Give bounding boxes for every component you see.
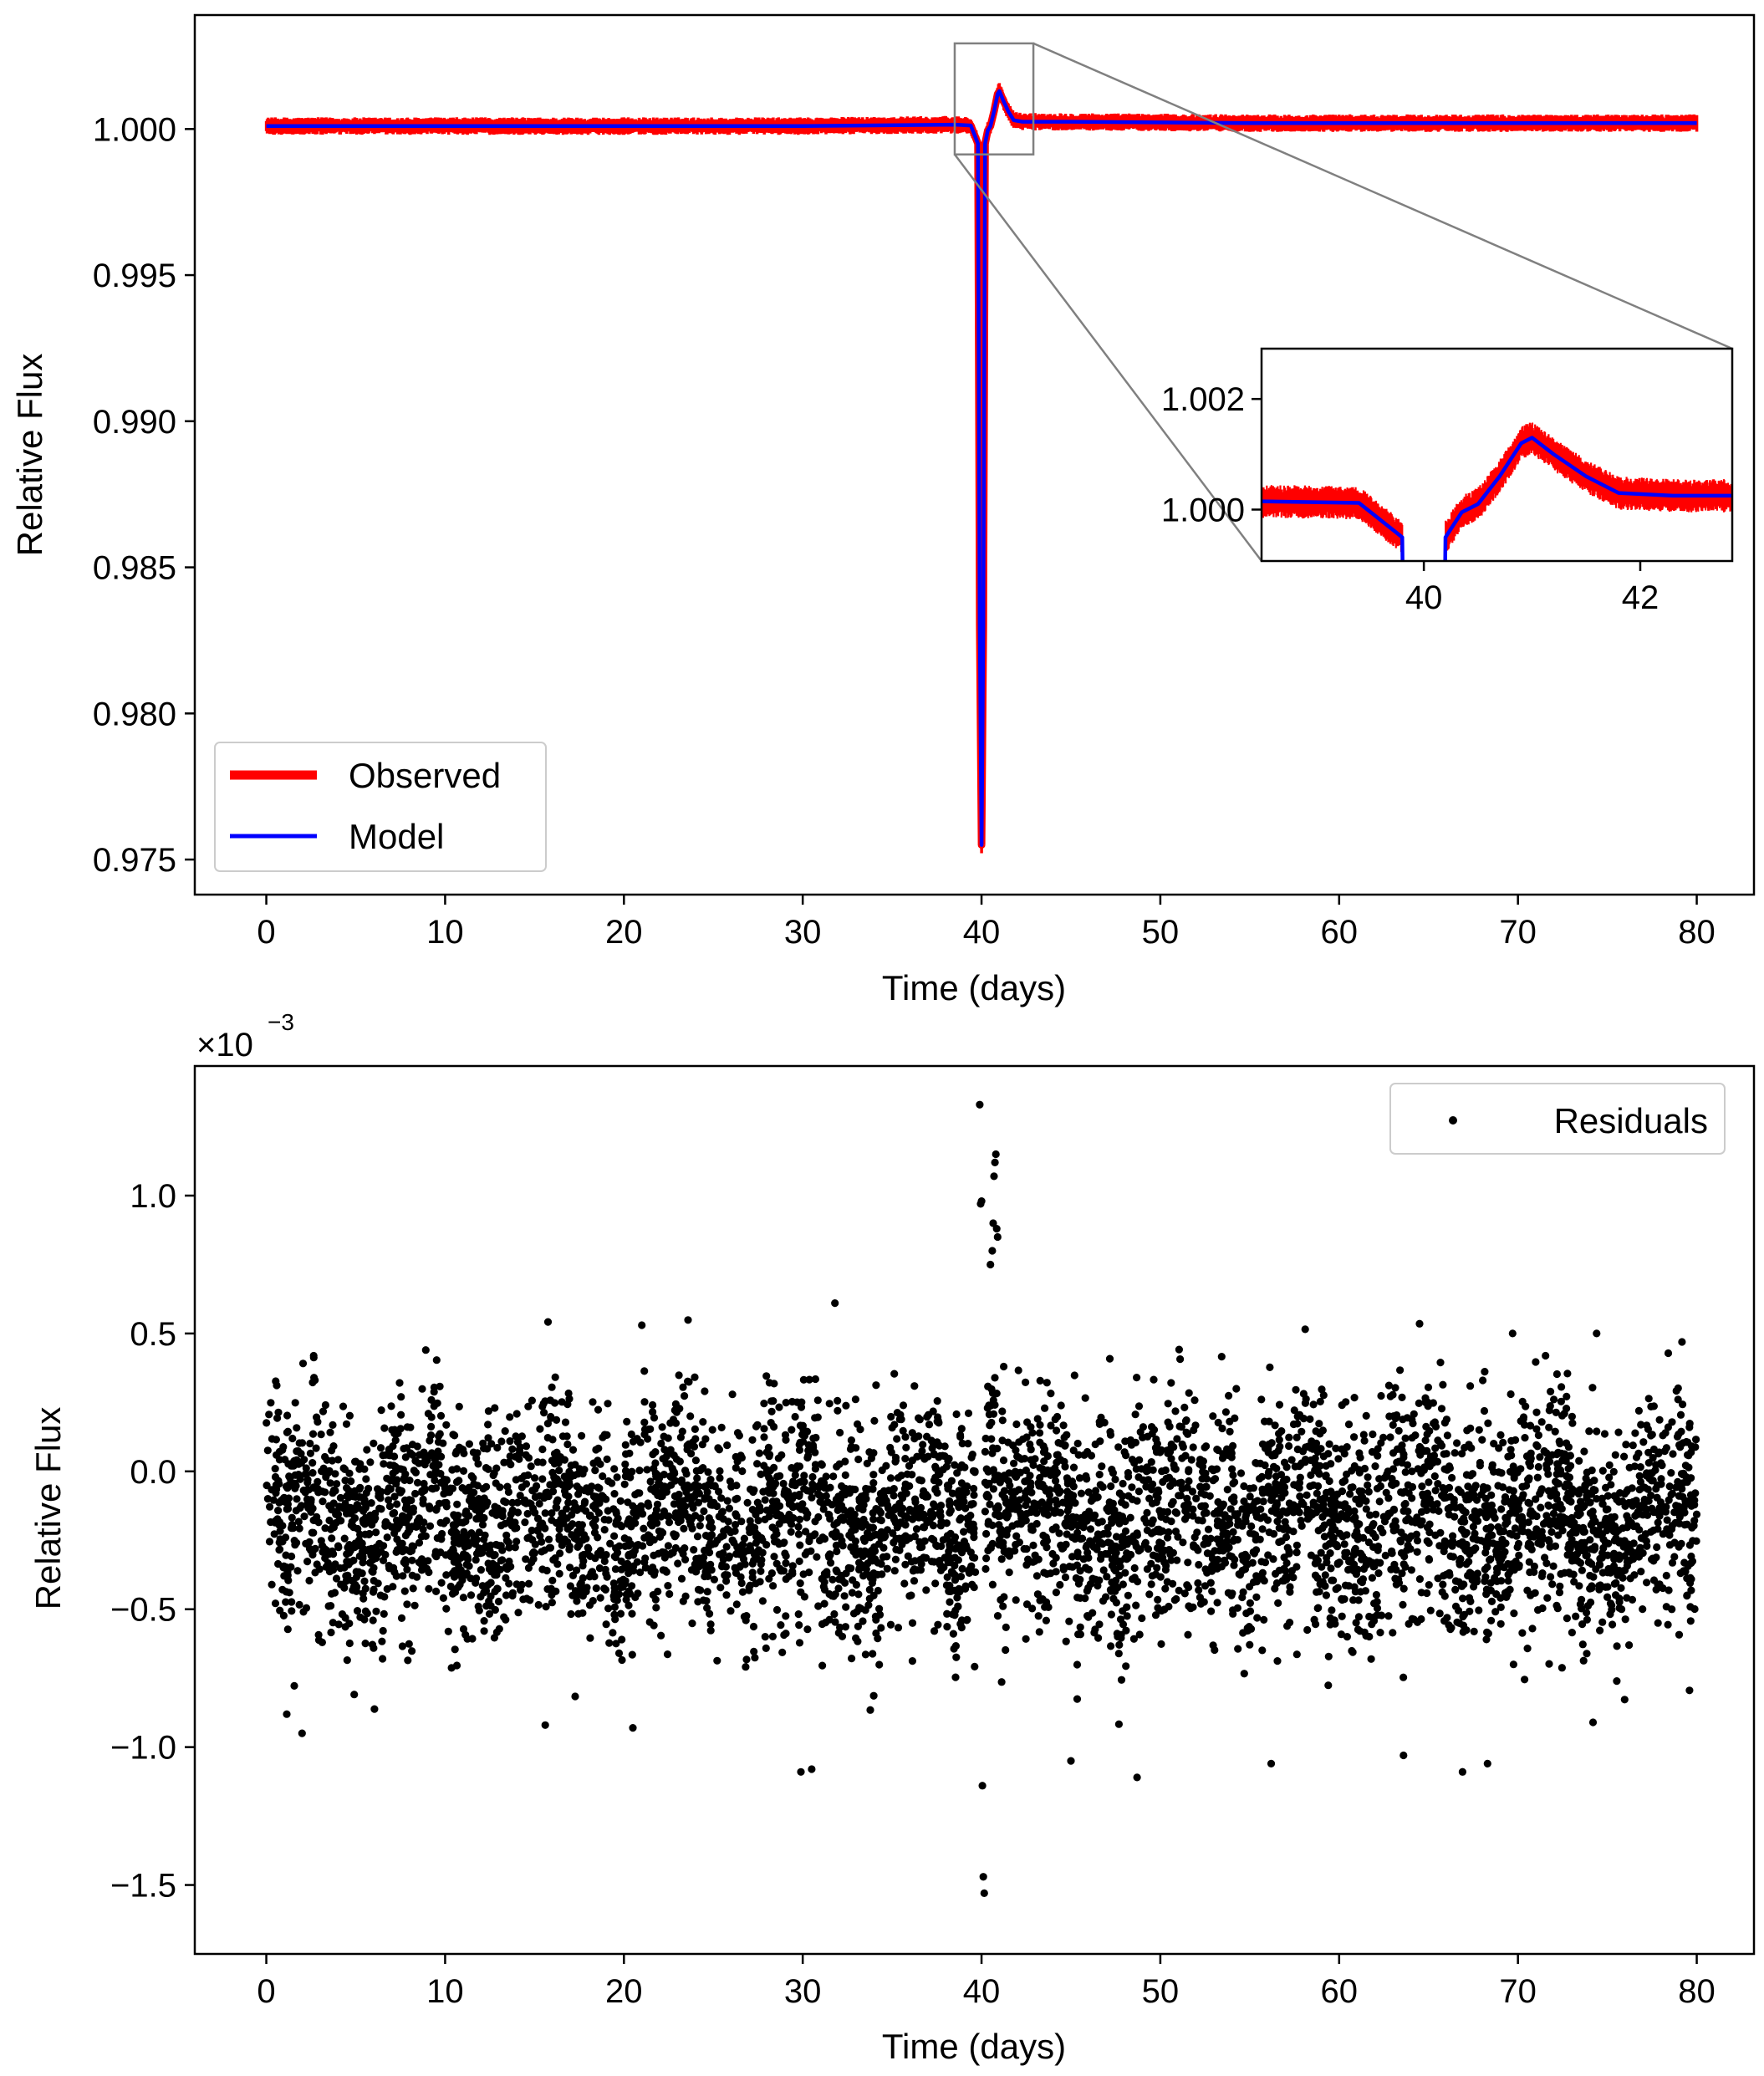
y-tick-label: 0.995 <box>93 258 176 294</box>
inset-y-tick-label: 1.002 <box>1161 381 1245 418</box>
offset-text: ×10 −3 <box>196 1009 294 1064</box>
zoom-region-box <box>953 42 1035 156</box>
inset-x-tick-label: 42 <box>1622 579 1659 616</box>
y-tick-label: 1.0 <box>130 1178 176 1215</box>
x-tick-label: 50 <box>1142 914 1180 951</box>
bottom-axes-frame <box>193 1064 1756 1956</box>
top-axes-frame <box>193 13 1756 896</box>
inset-plot-area <box>1262 422 1732 561</box>
inset-panel: 40 42 1.000 1.002 <box>1161 347 1734 616</box>
y-tick-label: −1.0 <box>110 1730 176 1767</box>
bottom-legend: Residuals <box>1389 1083 1726 1155</box>
bottom-legend-box <box>1389 1083 1726 1155</box>
x-tick-label: 0 <box>257 914 275 951</box>
top-y-ticks: 0.975 0.980 0.985 0.990 0.995 1.000 <box>93 111 195 879</box>
y-tick-label: 0.0 <box>130 1454 176 1491</box>
top-legend: Observed Model <box>214 742 547 872</box>
x-tick-label: 40 <box>963 1973 1001 2010</box>
top-x-axis-label: Time (days) <box>882 968 1066 1007</box>
y-tick-label: −0.5 <box>110 1592 176 1629</box>
legend-residuals-label: Residuals <box>1554 1101 1708 1140</box>
x-tick-label: 10 <box>426 1973 464 2010</box>
x-tick-label: 80 <box>1678 1973 1716 2010</box>
x-tick-label: 60 <box>1321 914 1359 951</box>
y-tick-label: 0.5 <box>130 1316 176 1353</box>
x-tick-label: 40 <box>963 914 1001 951</box>
top-x-ticks: 0 10 20 30 40 50 60 70 80 <box>257 895 1716 951</box>
y-tick-label: −1.5 <box>110 1868 176 1905</box>
y-tick-label: 0.990 <box>93 404 176 441</box>
top-plot-area <box>264 83 1699 854</box>
x-tick-label: 60 <box>1321 1973 1359 2010</box>
bottom-y-axis-label: Relative Flux <box>28 1407 68 1610</box>
inset-x-ticks: 40 42 <box>1405 561 1659 616</box>
bottom-panel: 0 10 20 30 40 50 60 70 80 −1.5−1.0−0.50.00.51.0 … <box>28 1009 1756 2066</box>
x-tick-label: 30 <box>784 914 822 951</box>
inset-model-series <box>1262 436 1732 561</box>
x-tick-label: 30 <box>784 1973 822 2010</box>
top-y-axis-label: Relative Flux <box>10 354 49 557</box>
model-series <box>266 89 1697 847</box>
inset-y-tick-label: 1.000 <box>1161 492 1245 528</box>
bottom-y-ticks: −1.5 −1.0 −0.5 0.0 0.5 1.0 <box>110 1178 195 1905</box>
x-tick-label: 20 <box>605 1973 643 2010</box>
y-tick-label: 0.980 <box>93 696 176 732</box>
x-tick-label: 20 <box>605 914 643 951</box>
inset-axes-frame <box>1260 347 1734 563</box>
offset-text-exponent: −3 <box>268 1009 294 1035</box>
legend-model-label: Model <box>349 817 444 856</box>
y-tick-label: 0.975 <box>93 842 176 879</box>
inset-y-ticks: 1.000 1.002 <box>1161 381 1262 528</box>
offset-text-multiplier: ×10 <box>196 1027 253 1064</box>
y-tick-label: 1.000 <box>93 111 176 148</box>
bottom-plot-area <box>263 1100 1701 1897</box>
zoom-connector-upper <box>1032 42 1733 350</box>
top-panel: 0 10 20 30 40 50 60 70 80 0.9750.9800.9850.9900.… <box>10 13 1756 1007</box>
bottom-x-ticks: 0 10 20 30 40 50 60 70 80 <box>257 1954 1716 2010</box>
x-tick-label: 50 <box>1142 1973 1180 2010</box>
y-tick-label: 0.985 <box>93 550 176 587</box>
x-tick-label: 0 <box>257 1973 275 2010</box>
x-tick-label: 70 <box>1499 914 1537 951</box>
inset-background <box>1262 349 1732 561</box>
inset-x-tick-label: 40 <box>1405 579 1443 616</box>
zoom-indicator <box>953 42 1733 562</box>
x-tick-label: 70 <box>1499 1973 1537 2010</box>
legend-observed-label: Observed <box>349 756 501 795</box>
x-tick-label: 80 <box>1678 914 1716 951</box>
zoom-connector-lower <box>953 153 1262 562</box>
bottom-x-axis-label: Time (days) <box>882 2027 1066 2066</box>
residuals-series <box>263 1100 1701 1897</box>
x-tick-label: 10 <box>426 914 464 951</box>
legend-residuals-swatch <box>1449 1116 1457 1125</box>
